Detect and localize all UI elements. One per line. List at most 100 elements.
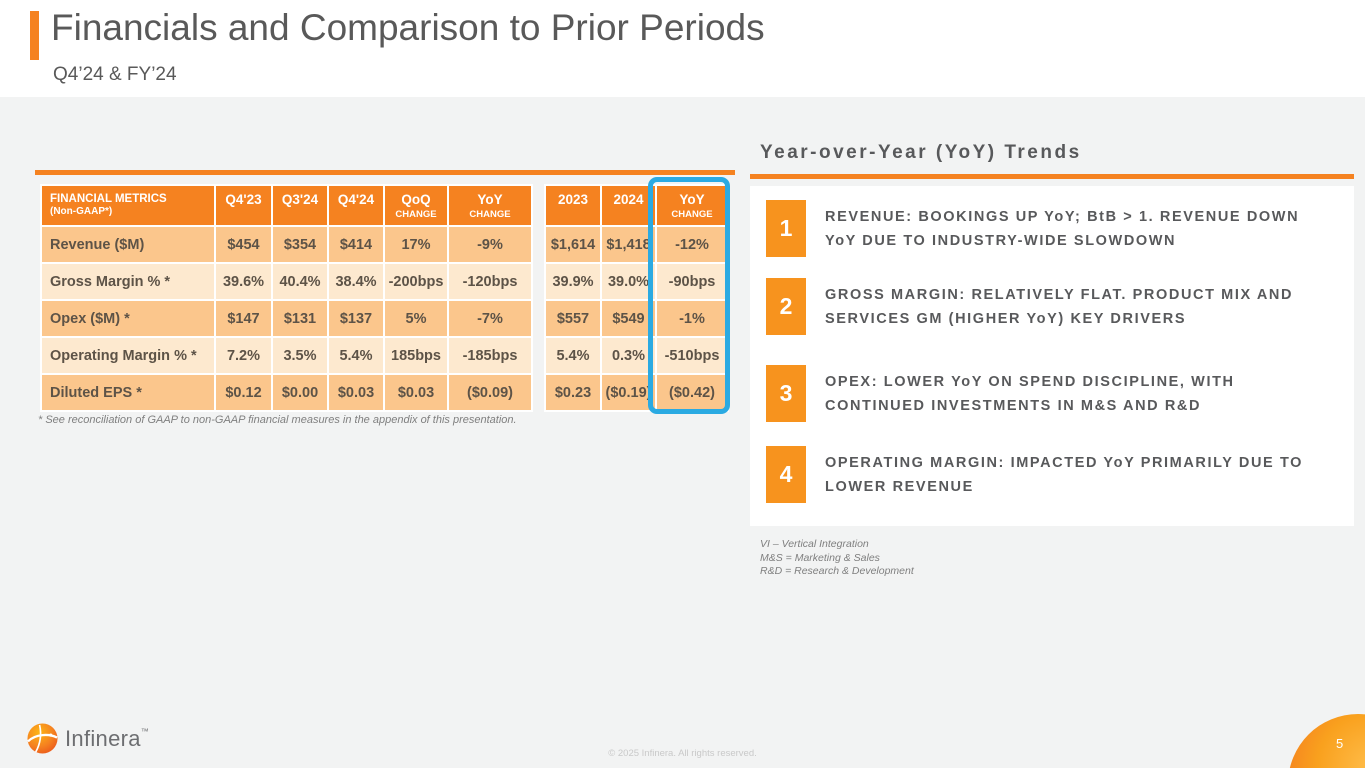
trend-number-badge: 2 <box>766 278 806 335</box>
trend-text: OPERATING MARGIN: IMPACTED YoY PRIMARILY… <box>825 454 1304 495</box>
abbreviation-footnotes: VI – Vertical Integration M&S = Marketin… <box>760 538 914 579</box>
header-yoy-change-label: CHANGE <box>469 209 511 220</box>
table-cell: $131 <box>271 299 329 338</box>
footnote-line: R&D = Research & Development <box>760 565 914 577</box>
table-cell: -7% <box>447 299 533 338</box>
trends-panel: 1 REVENUE: BOOKINGS UP YoY; BtB > 1. REV… <box>750 186 1354 526</box>
table-row: 39.9% 39.0% -90bps <box>544 262 729 301</box>
table-row: Opex ($M) * $147 $131 $137 5% -7% <box>40 299 533 338</box>
table-cell: -185bps <box>447 336 533 375</box>
table-row: Operating Margin % * 7.2% 3.5% 5.4% 185b… <box>40 336 533 375</box>
table-cell: $137 <box>327 299 385 338</box>
table-cell: -120bps <box>447 262 533 301</box>
table-cell: $0.23 <box>544 373 602 412</box>
header-fy-yoy-label: YoY <box>679 192 705 207</box>
page-number: 5 <box>1336 736 1344 751</box>
header-yoy-label: YoY <box>477 192 503 207</box>
header-q424-label: Q4'24 <box>337 192 375 207</box>
metric-cell: Gross Margin % * <box>40 262 216 301</box>
copyright-text: © 2025 Infinera. All rights reserved. <box>608 748 757 759</box>
table-row: $1,614 $1,418 -12% <box>544 225 729 264</box>
table-cell: -200bps <box>383 262 449 301</box>
quarterly-table: FINANCIAL METRICS (Non-GAAP*) Q4'23 Q3'2… <box>40 184 533 412</box>
header-2024: 2024 <box>600 184 657 227</box>
table-cell: -510bps <box>655 336 729 375</box>
header-2023: 2023 <box>544 184 602 227</box>
header-fy-yoy-change: YoY CHANGE <box>655 184 729 227</box>
header-qoq-change-label: CHANGE <box>395 209 437 220</box>
infinera-logo: Infinera™ <box>27 723 149 754</box>
table-cell: 5.4% <box>327 336 385 375</box>
trend-text: GROSS MARGIN: RELATIVELY FLAT. PRODUCT M… <box>825 286 1294 327</box>
metric-cell: Diluted EPS * <box>40 373 216 412</box>
table-cell: $354 <box>271 225 329 264</box>
metric-cell: Revenue ($M) <box>40 225 216 264</box>
financial-tables: FINANCIAL METRICS (Non-GAAP*) Q4'23 Q3'2… <box>40 184 729 412</box>
header-q324-label: Q3'24 <box>281 192 319 207</box>
trend-text: OPEX: LOWER YoY ON SPEND DISCIPLINE, WIT… <box>825 373 1235 414</box>
table-footnote: * See reconciliation of GAAP to non-GAAP… <box>38 414 517 426</box>
table-row: $0.23 ($0.19) ($0.42) <box>544 373 729 412</box>
footnote-line: VI – Vertical Integration <box>760 538 869 550</box>
table-cell: $0.03 <box>327 373 385 412</box>
header-financial-metrics: FINANCIAL METRICS (Non-GAAP*) <box>40 184 216 227</box>
header-q423: Q4'23 <box>214 184 273 227</box>
table-cell: 3.5% <box>271 336 329 375</box>
trend-number-badge: 4 <box>766 446 806 503</box>
header-yoy-change: YoY CHANGE <box>447 184 533 227</box>
logo-wordmark: Infinera <box>65 725 141 751</box>
trends-title: Year-over-Year (YoY) Trends <box>760 142 1082 163</box>
trend-item-2: 2 GROSS MARGIN: RELATIVELY FLAT. PRODUCT… <box>766 278 1330 335</box>
trademark-mark: ™ <box>140 726 150 736</box>
table-cell: $147 <box>214 299 273 338</box>
header-2024-label: 2024 <box>613 192 644 207</box>
full-year-table: 2023 2024 YoY CHANGE $1,614 $1,418 -12% … <box>544 184 729 412</box>
table-cell: 5.4% <box>544 336 602 375</box>
trend-item-4: 4 OPERATING MARGIN: IMPACTED YoY PRIMARI… <box>766 446 1330 503</box>
header-q423-label: Q4'23 <box>225 192 262 207</box>
infinera-logo-icon <box>27 723 58 754</box>
footnote-line: M&S = Marketing & Sales <box>760 551 880 564</box>
table-cell: ($0.19) <box>600 373 657 412</box>
table-header-row: FINANCIAL METRICS (Non-GAAP*) Q4'23 Q3'2… <box>40 184 533 227</box>
table-cell: ($0.09) <box>447 373 533 412</box>
table-cell: 17% <box>383 225 449 264</box>
trend-text: REVENUE: BOOKINGS UP YoY; BtB > 1. REVEN… <box>825 208 1300 249</box>
header-metrics-title: FINANCIAL METRICS <box>50 193 167 205</box>
header-q324: Q3'24 <box>271 184 329 227</box>
trend-item-1: 1 REVENUE: BOOKINGS UP YoY; BtB > 1. REV… <box>766 200 1330 257</box>
page-title: Financials and Comparison to Prior Perio… <box>51 7 765 48</box>
table-cell: ($0.42) <box>655 373 729 412</box>
header-metrics-sub: (Non-GAAP*) <box>50 206 113 217</box>
table-cell: $414 <box>327 225 385 264</box>
table-row: Revenue ($M) $454 $354 $414 17% -9% <box>40 225 533 264</box>
table-cell: $0.03 <box>383 373 449 412</box>
table-cell: -12% <box>655 225 729 264</box>
header-qoq-label: QoQ <box>401 192 431 207</box>
table-cell: $0.12 <box>214 373 273 412</box>
table-top-accent-bar <box>35 170 735 175</box>
table-cell: $0.00 <box>271 373 329 412</box>
table-row: Diluted EPS * $0.12 $0.00 $0.03 $0.03 ($… <box>40 373 533 412</box>
table-cell: 0.3% <box>600 336 657 375</box>
table-cell: 7.2% <box>214 336 273 375</box>
logo-text: Infinera™ <box>65 726 149 752</box>
header-qoq-change: QoQ CHANGE <box>383 184 449 227</box>
table-cell: 39.0% <box>600 262 657 301</box>
table-row: 5.4% 0.3% -510bps <box>544 336 729 375</box>
trend-item-3: 3 OPEX: LOWER YoY ON SPEND DISCIPLINE, W… <box>766 365 1330 422</box>
table-cell: -9% <box>447 225 533 264</box>
table-cell: $1,418 <box>600 225 657 264</box>
table-row: Gross Margin % * 39.6% 40.4% 38.4% -200b… <box>40 262 533 301</box>
table-cell: $454 <box>214 225 273 264</box>
table-cell: 40.4% <box>271 262 329 301</box>
table-cell: -90bps <box>655 262 729 301</box>
page-subtitle: Q4’24 & FY’24 <box>53 64 177 85</box>
table-cell: 38.4% <box>327 262 385 301</box>
header-q424: Q4'24 <box>327 184 385 227</box>
table-cell: $557 <box>544 299 602 338</box>
header-2023-label: 2023 <box>557 192 589 207</box>
trend-number-badge: 1 <box>766 200 806 257</box>
table-cell: -1% <box>655 299 729 338</box>
trends-accent-bar <box>750 174 1354 179</box>
